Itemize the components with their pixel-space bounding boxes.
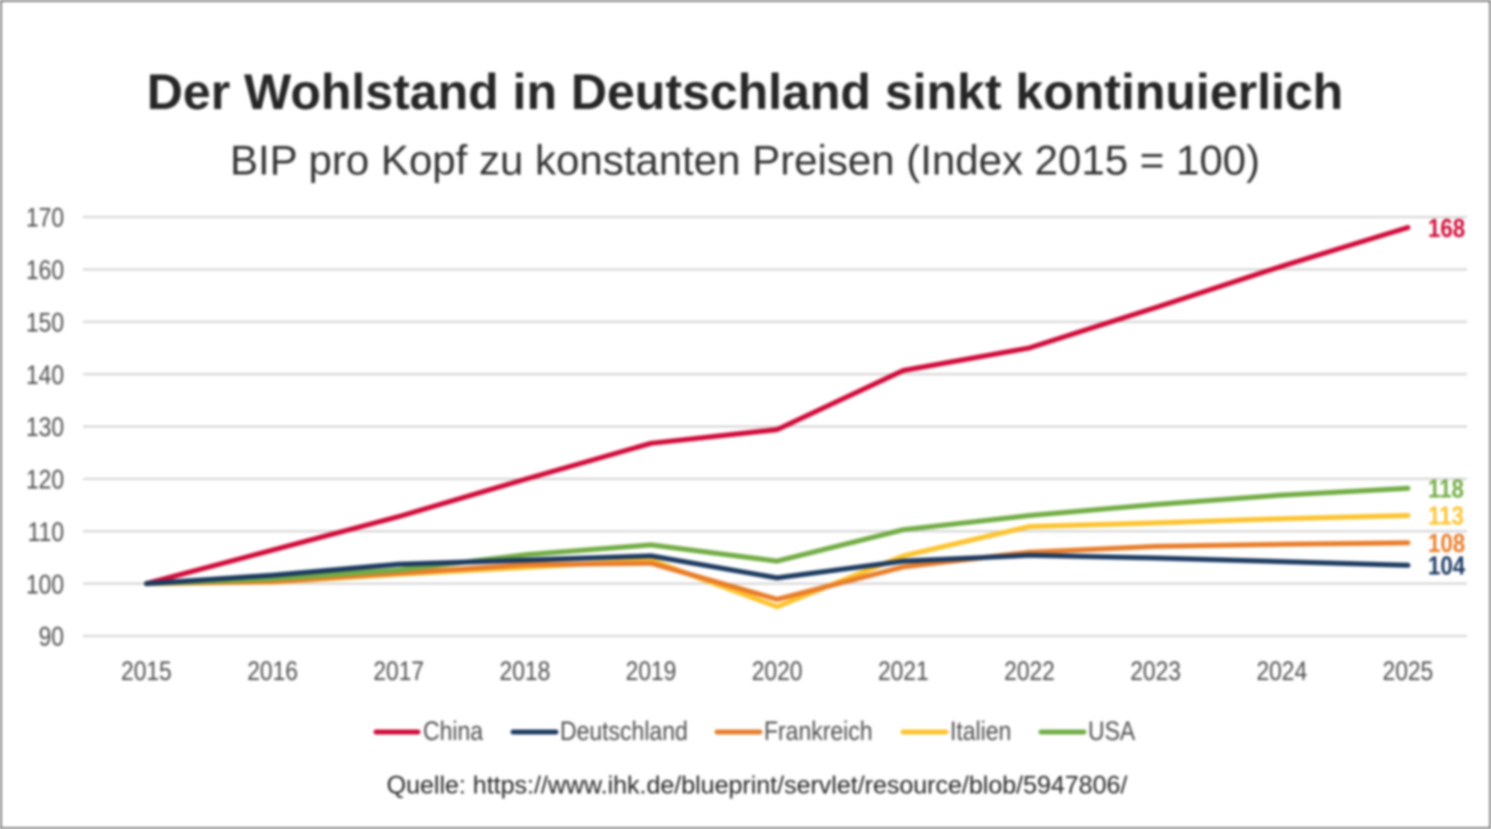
svg-text:2025: 2025 xyxy=(1383,657,1434,686)
svg-text:104: 104 xyxy=(1428,552,1466,581)
svg-text:113: 113 xyxy=(1428,502,1464,531)
svg-text:China: China xyxy=(423,716,483,746)
svg-text:2017: 2017 xyxy=(373,657,424,686)
svg-text:Der Wohlstand in Deutschland s: Der Wohlstand in Deutschland sinkt konti… xyxy=(147,64,1343,120)
svg-text:2020: 2020 xyxy=(752,657,803,686)
svg-text:Frankreich: Frankreich xyxy=(764,716,873,746)
svg-text:2024: 2024 xyxy=(1256,657,1307,686)
svg-text:Italien: Italien xyxy=(950,716,1011,746)
svg-text:2018: 2018 xyxy=(500,657,551,686)
svg-text:2021: 2021 xyxy=(878,657,929,686)
svg-text:2016: 2016 xyxy=(247,657,298,686)
svg-text:2019: 2019 xyxy=(626,657,677,686)
svg-text:2015: 2015 xyxy=(121,657,172,686)
svg-text:160: 160 xyxy=(26,256,64,285)
svg-text:110: 110 xyxy=(28,518,64,547)
svg-text:2022: 2022 xyxy=(1004,657,1055,686)
svg-text:108: 108 xyxy=(1428,530,1465,559)
svg-text:100: 100 xyxy=(26,571,64,600)
svg-text:120: 120 xyxy=(26,466,64,495)
svg-text:140: 140 xyxy=(26,361,64,390)
svg-text:118: 118 xyxy=(1428,475,1464,504)
svg-text:Quelle: https://www.ihk.de/blu: Quelle: https://www.ihk.de/blueprint/ser… xyxy=(387,772,1128,800)
svg-text:90: 90 xyxy=(39,623,64,652)
svg-text:USA: USA xyxy=(1088,716,1136,746)
svg-text:2023: 2023 xyxy=(1130,657,1181,686)
svg-text:150: 150 xyxy=(26,309,64,338)
svg-text:BIP pro Kopf zu konstanten Pre: BIP pro Kopf zu konstanten Preisen (Inde… xyxy=(230,137,1260,184)
svg-text:Deutschland: Deutschland xyxy=(560,716,688,746)
svg-text:130: 130 xyxy=(26,414,64,443)
svg-text:168: 168 xyxy=(1428,214,1465,243)
svg-text:170: 170 xyxy=(26,204,64,233)
